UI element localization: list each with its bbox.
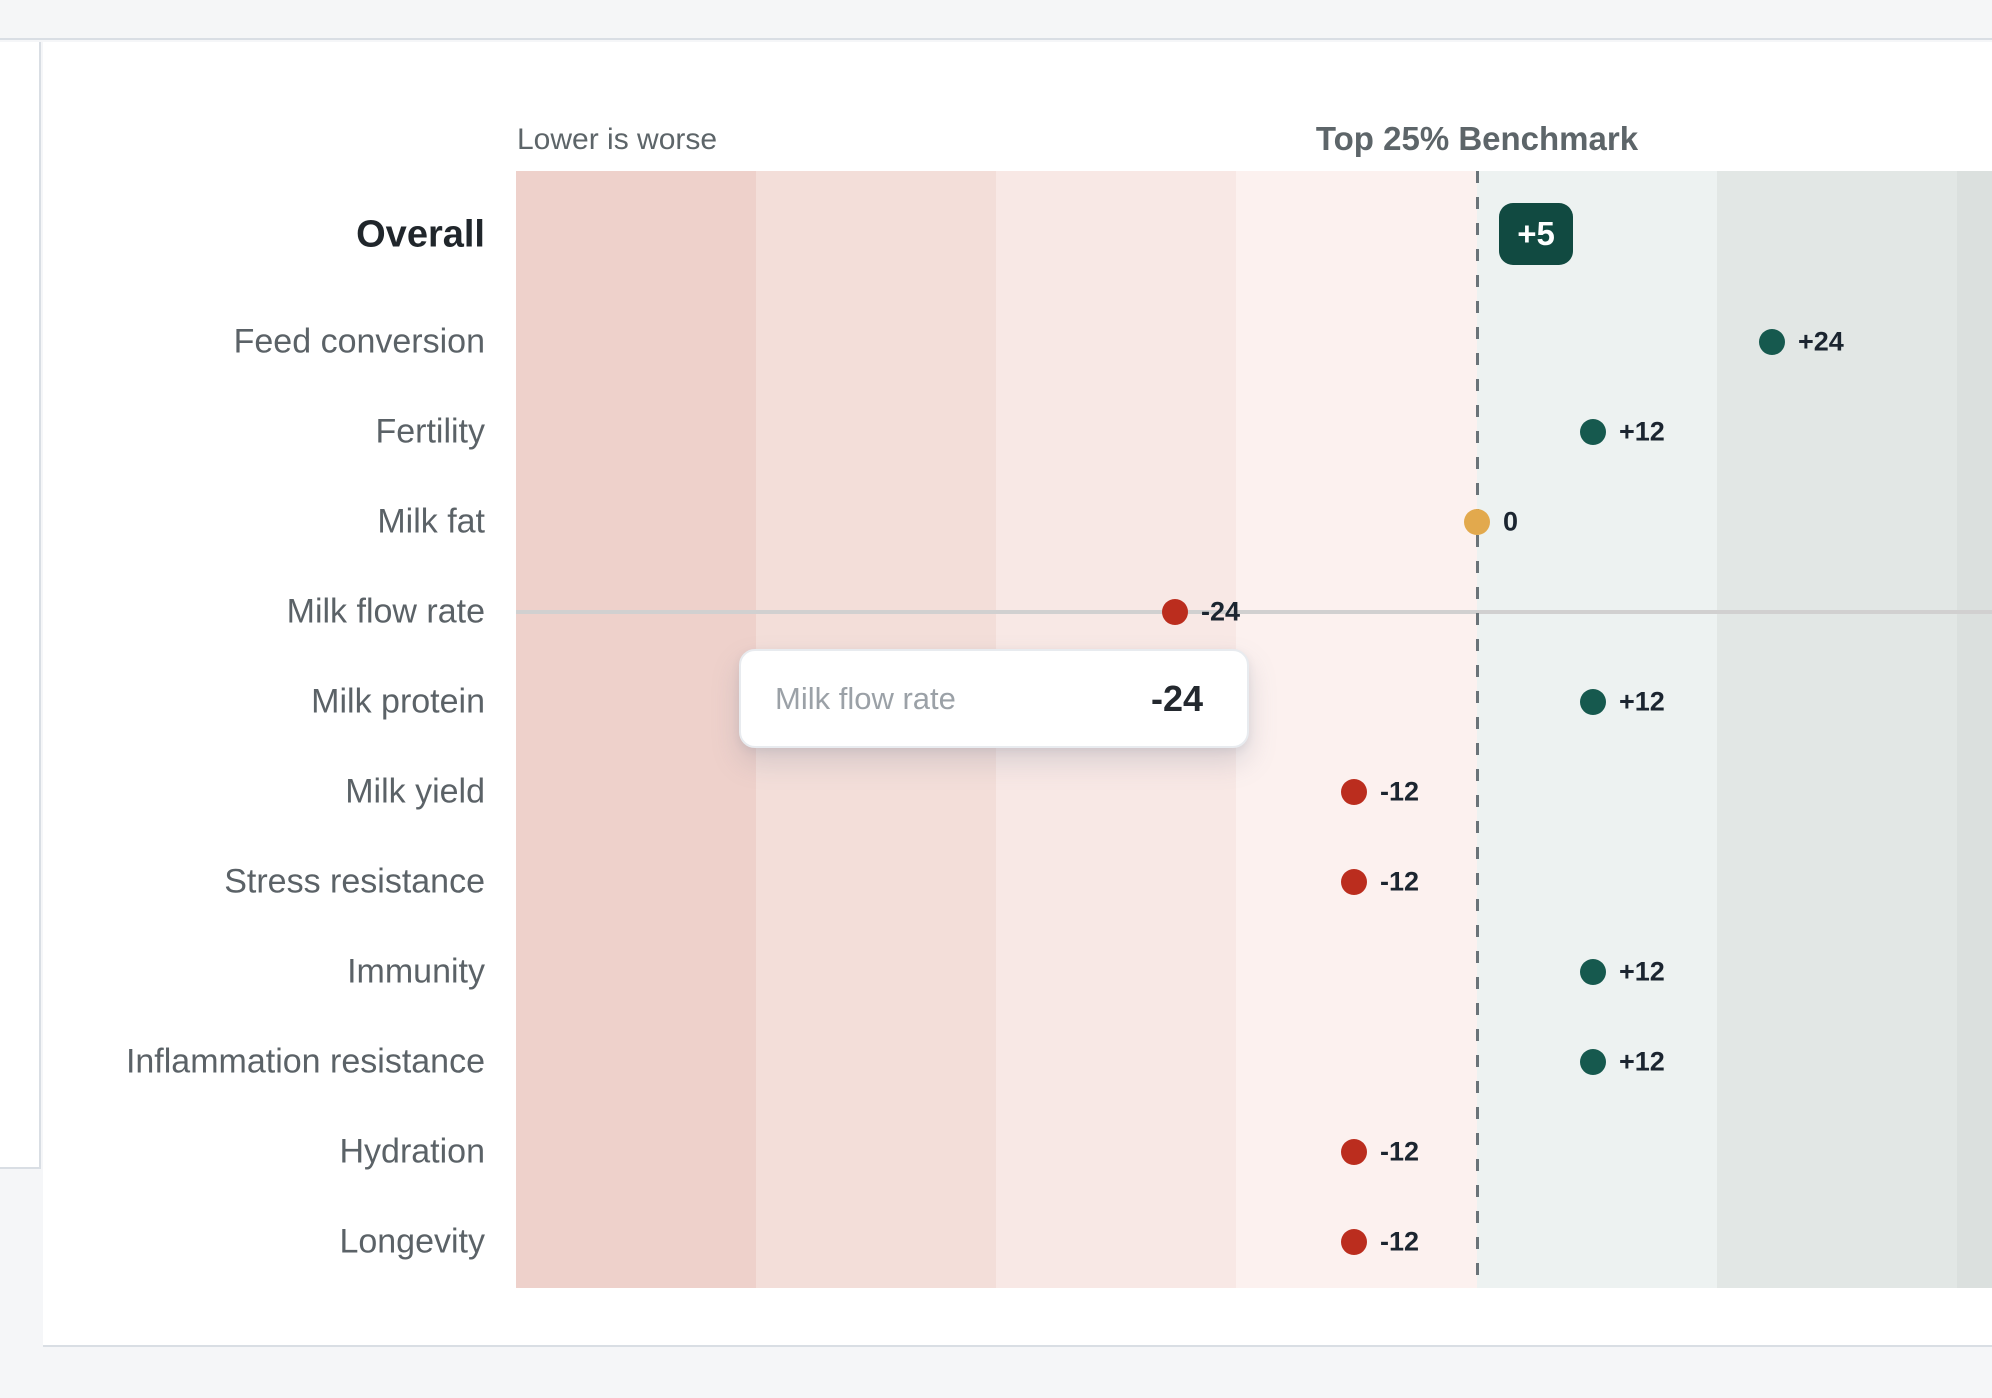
benchmark-dashline bbox=[1476, 171, 1479, 1288]
chart-note: Lower is worse bbox=[517, 123, 718, 156]
hydration-value-label: -12 bbox=[1380, 1136, 1420, 1167]
row-highlight-line bbox=[516, 610, 1992, 614]
row-label-stress-resistance: Stress resistance bbox=[224, 862, 485, 901]
overall-badge[interactable]: +5 bbox=[1499, 203, 1573, 265]
plot-area: +24 +12 0 -24 +12 -12 -12 +12 +12 -12 -12 bbox=[516, 171, 1992, 1288]
row-label-inflammation-resistance: Inflammation resistance bbox=[125, 1042, 485, 1081]
tooltip-title: Milk flow rate bbox=[775, 680, 956, 716]
band-6 bbox=[1957, 171, 1992, 1288]
inflammation-resistance-dot[interactable] bbox=[1580, 1049, 1606, 1075]
milk-yield-value-label: -12 bbox=[1380, 776, 1420, 807]
benchmark-title: Top 25% Benchmark bbox=[1315, 120, 1639, 157]
band-0 bbox=[516, 171, 756, 1288]
tooltip-value: -24 bbox=[1150, 677, 1203, 719]
stress-resistance-dot[interactable] bbox=[1341, 869, 1367, 895]
tooltip: Milk flow rate -24 bbox=[739, 649, 1249, 748]
row-label-hydration: Hydration bbox=[339, 1132, 485, 1171]
row-label-feed-conversion: Feed conversion bbox=[233, 322, 485, 361]
milk-fat-dot[interactable] bbox=[1464, 509, 1490, 535]
band-3 bbox=[1236, 171, 1477, 1288]
top-strip bbox=[0, 0, 1992, 40]
row-label-milk-yield: Milk yield bbox=[345, 772, 485, 811]
row-label-longevity: Longevity bbox=[339, 1222, 485, 1261]
hydration-dot[interactable] bbox=[1341, 1139, 1367, 1165]
immunity-value-label: +12 bbox=[1619, 956, 1665, 987]
stress-resistance-value-label: -12 bbox=[1380, 866, 1420, 897]
milk-flow-rate-value-label: -24 bbox=[1201, 596, 1241, 627]
milk-flow-rate-dot[interactable] bbox=[1162, 599, 1188, 625]
longevity-value-label: -12 bbox=[1380, 1226, 1420, 1257]
row-label-milk-protein: Milk protein bbox=[311, 682, 485, 721]
immunity-dot[interactable] bbox=[1580, 959, 1606, 985]
row-label-milk-flow-rate: Milk flow rate bbox=[286, 592, 485, 631]
row-label-fertility: Fertility bbox=[375, 412, 485, 451]
row-label-milk-fat: Milk fat bbox=[377, 502, 485, 541]
milk-fat-value-label: 0 bbox=[1503, 506, 1519, 537]
milk-protein-dot[interactable] bbox=[1580, 689, 1606, 715]
side-rail bbox=[0, 42, 41, 1169]
row-labels: Overall Feed conversion Fertility Milk fat… bbox=[0, 0, 485, 1398]
feed-conversion-value-label: +24 bbox=[1798, 326, 1844, 357]
inflammation-resistance-value-label: +12 bbox=[1619, 1046, 1665, 1077]
band-5 bbox=[1717, 171, 1957, 1288]
row-label-immunity: Immunity bbox=[347, 952, 485, 991]
milk-protein-value-label: +12 bbox=[1619, 686, 1665, 717]
band-4 bbox=[1477, 171, 1717, 1288]
fertility-value-label: +12 bbox=[1619, 416, 1665, 447]
feed-conversion-dot[interactable] bbox=[1759, 329, 1785, 355]
milk-yield-dot[interactable] bbox=[1341, 779, 1367, 805]
longevity-dot[interactable] bbox=[1341, 1229, 1367, 1255]
row-label-overall: Overall bbox=[356, 213, 485, 256]
fertility-dot[interactable] bbox=[1580, 419, 1606, 445]
